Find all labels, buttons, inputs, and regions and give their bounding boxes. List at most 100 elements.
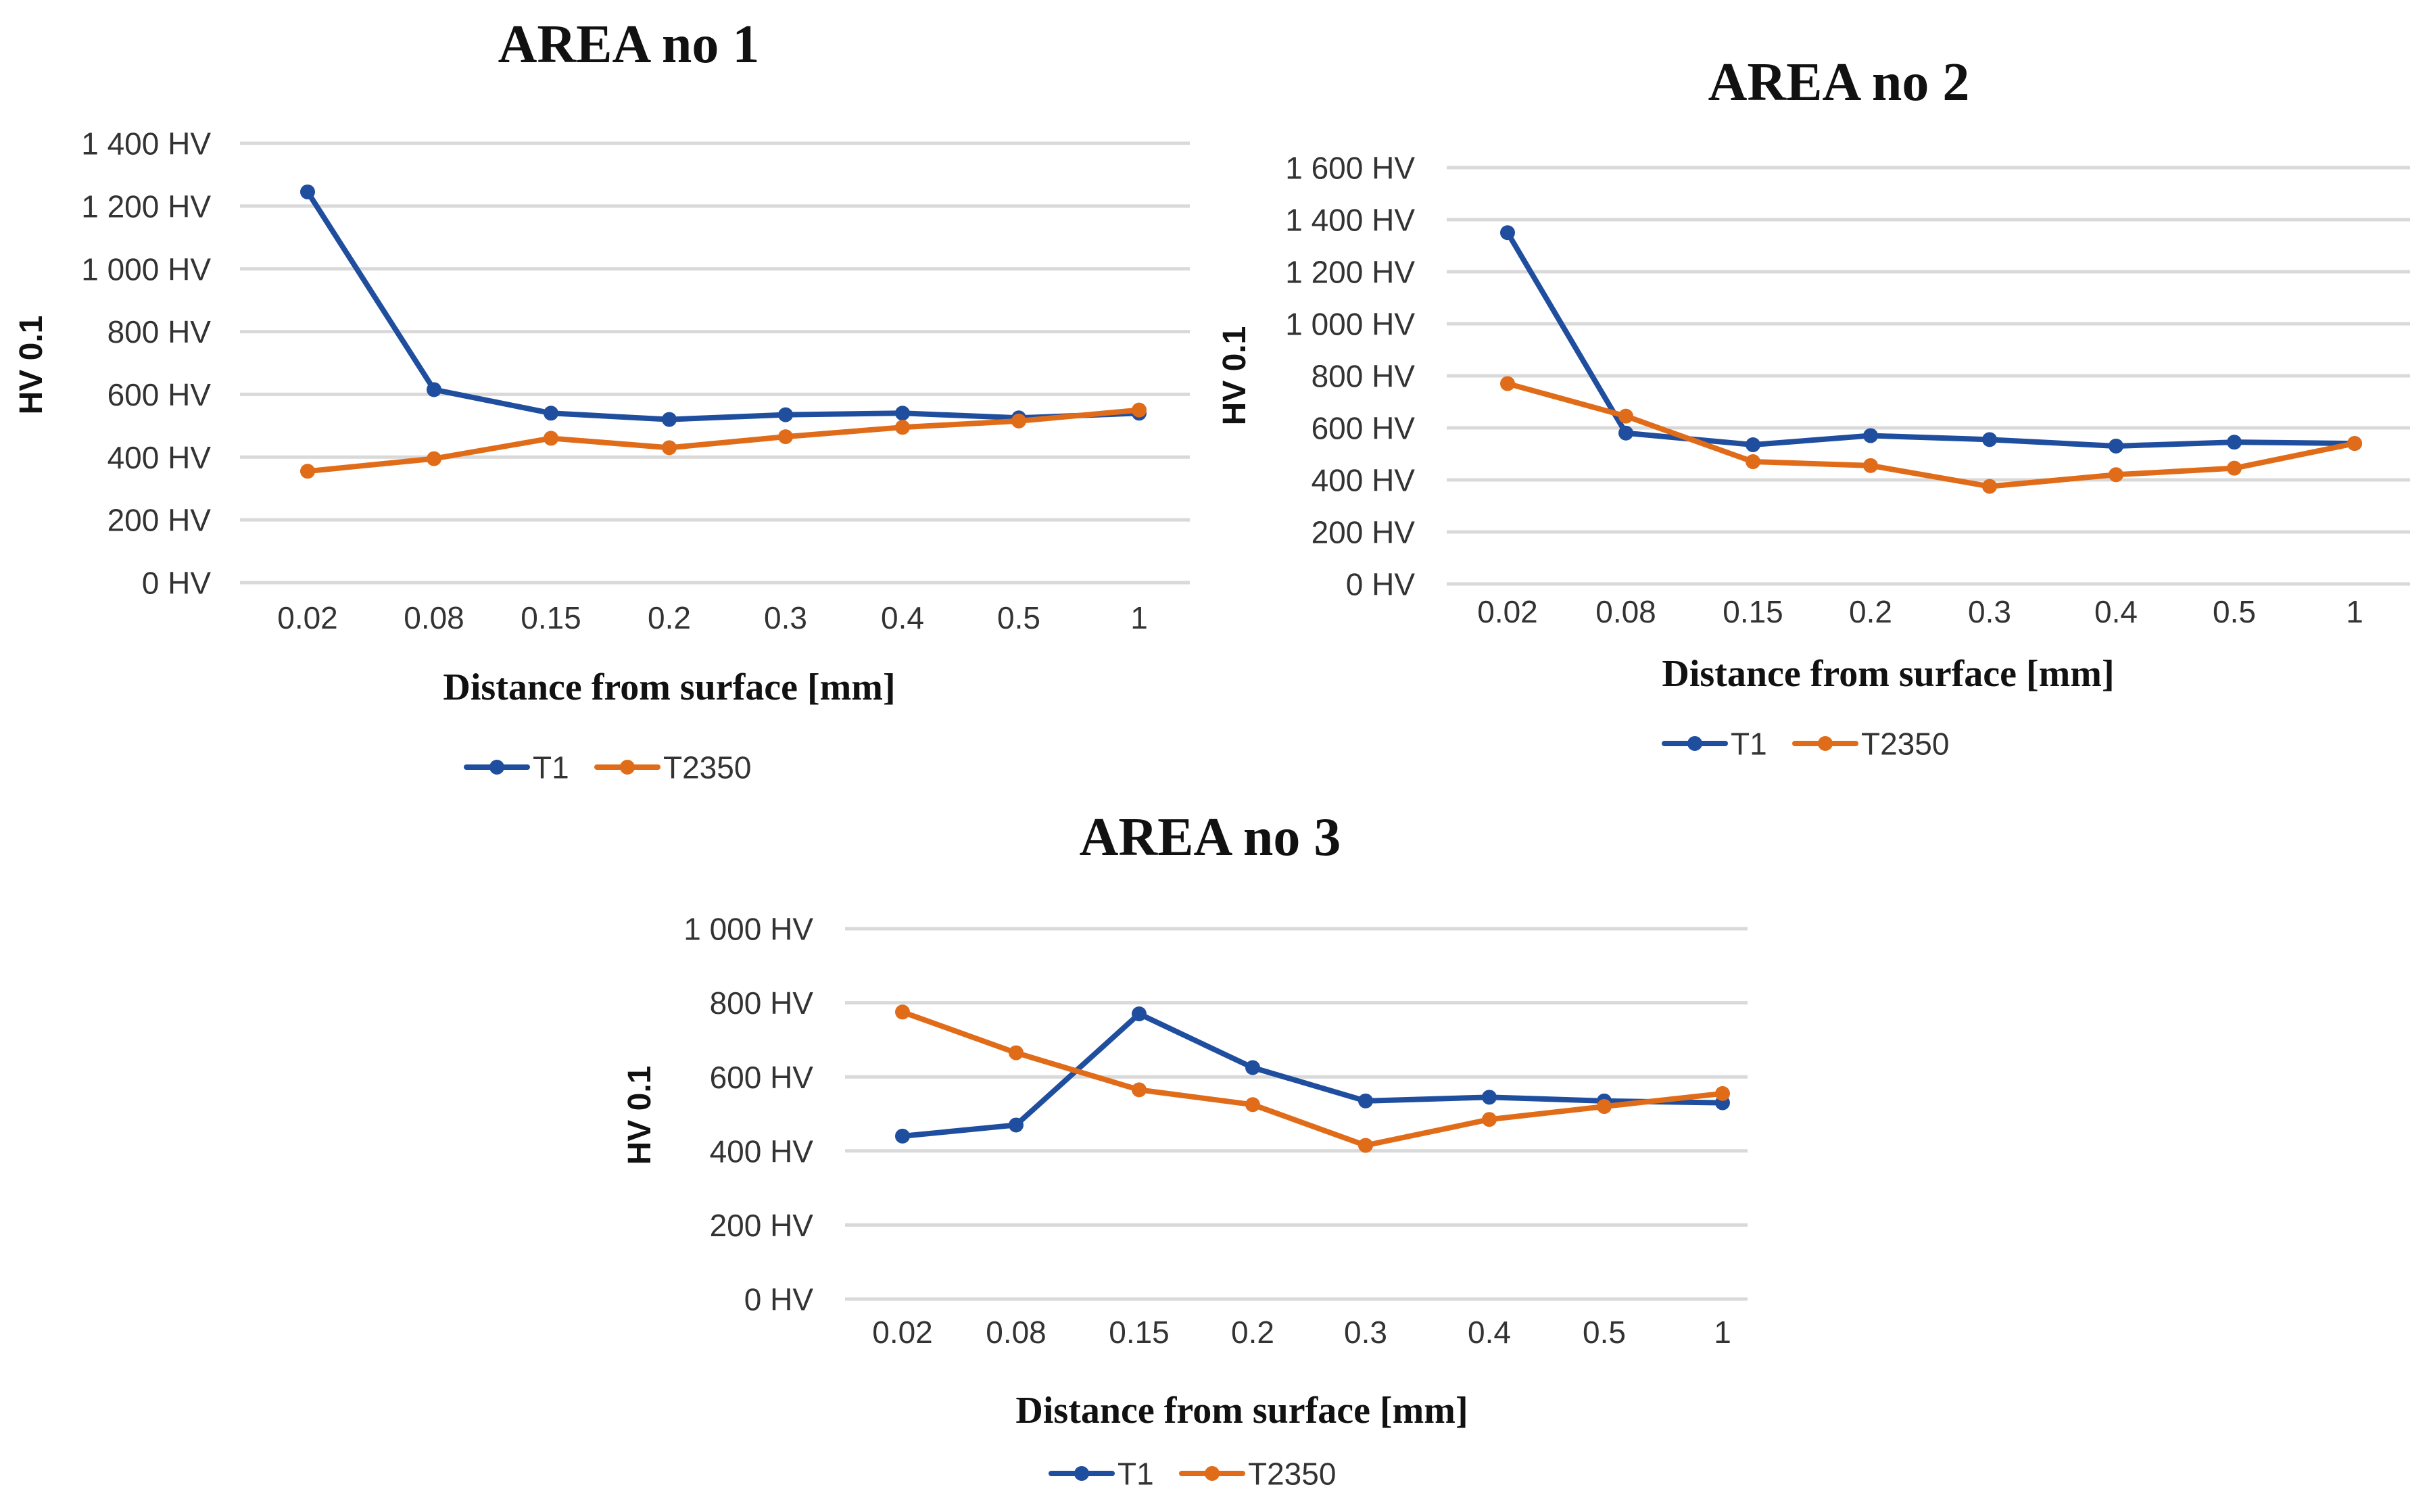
x-tick-label: 0.4 (881, 600, 924, 635)
x-tick-label: 0.15 (521, 600, 581, 635)
data-point-t1 (662, 412, 677, 427)
y-tick-label: 600 HV (1312, 411, 1416, 446)
data-point-t1 (1746, 437, 1760, 453)
y-tick-label: 1 400 HV (81, 126, 211, 162)
x-axis-label: Distance from surface [mm] (1015, 1390, 1468, 1432)
y-tick-label: 1 000 HV (81, 251, 211, 287)
x-tick-label: 0.4 (1468, 1315, 1511, 1350)
x-axis-label: Distance from surface [mm] (443, 666, 895, 708)
data-point-t2350 (1245, 1097, 1260, 1113)
data-point-t1 (1358, 1093, 1373, 1108)
series-line-t1 (305, 189, 1142, 422)
y-tick-label: 600 HV (107, 377, 212, 412)
x-tick-label: 0.02 (277, 600, 338, 635)
legend-label: T2350 (1861, 727, 1949, 762)
x-tick-label: 1 (2346, 594, 2363, 629)
legend-swatch-marker (1818, 736, 1833, 751)
legend-item-t1: T1 (1662, 727, 1767, 762)
x-tick-label: 0.02 (1477, 594, 1538, 629)
data-point-t2350 (1597, 1099, 1612, 1115)
y-axis-label: HV 0.1 (1217, 326, 1253, 426)
x-tick-label: 0.4 (2094, 594, 2138, 629)
x-tick-label: 0.5 (1583, 1315, 1626, 1350)
x-tick-label: 0.02 (872, 1315, 933, 1350)
data-point-t2350 (1863, 458, 1878, 473)
data-point-t2350 (2347, 436, 2362, 452)
data-point-t2350 (662, 440, 677, 456)
legend-item-t2350: T2350 (1792, 727, 1949, 762)
data-point-t2350 (895, 420, 910, 435)
y-tick-label: 0 HV (744, 1282, 814, 1317)
series-line-t1 (1505, 230, 2357, 449)
series-line-t2350 (1505, 381, 2357, 489)
data-point-t2350 (427, 451, 441, 466)
legend-label: T1 (1731, 727, 1767, 762)
series-line-t2350 (900, 1009, 1725, 1148)
legend-swatch-marker (1074, 1466, 1089, 1481)
data-point-t1 (895, 1128, 910, 1144)
legend-item-t2350: T2350 (594, 750, 751, 785)
y-tick-label: 600 HV (710, 1060, 814, 1095)
data-point-t2350 (1500, 376, 1515, 391)
data-point-t1 (427, 382, 441, 397)
y-tick-label: 200 HV (107, 503, 212, 538)
data-point-t2350 (1982, 479, 1997, 494)
y-tick-label: 400 HV (107, 440, 212, 475)
data-point-t2350 (778, 429, 793, 445)
chart-title: AREA no 2 (1708, 53, 1970, 112)
x-tick-label: 0.3 (764, 600, 807, 635)
data-point-t2350 (1482, 1112, 1497, 1127)
data-point-t2350 (1011, 413, 1026, 429)
chart-area-3: AREA no 3 0 HV 200 HV 400 HV 600 HV 800 HV 1 0… (622, 808, 1748, 1492)
y-tick-label: 400 HV (1312, 463, 1416, 498)
legend-item-t2350: T2350 (1179, 1457, 1336, 1492)
data-point-t1 (544, 406, 558, 421)
data-point-t1 (1982, 432, 1997, 447)
x-tick-label: 0.3 (1968, 594, 2011, 629)
x-tick-label: 0.2 (1231, 1315, 1274, 1350)
data-point-t2350 (1132, 1082, 1147, 1098)
y-tick-label: 1 000 HV (683, 912, 813, 947)
data-point-t1 (300, 184, 315, 199)
data-point-t1 (1009, 1117, 1024, 1133)
data-point-t2350 (1746, 454, 1760, 470)
data-point-t2350 (2109, 467, 2123, 483)
data-point-t1 (1500, 225, 1515, 241)
x-tick-label: 1 (1714, 1315, 1731, 1350)
legend-swatch-marker (489, 760, 504, 775)
legend-label: T2350 (663, 750, 751, 785)
x-axis-label: Distance from surface [mm] (1662, 653, 2114, 695)
data-point-t1 (1863, 428, 1878, 443)
data-point-t2350 (1358, 1138, 1373, 1153)
legend-item-t1: T1 (464, 750, 569, 785)
y-tick-label: 1 200 HV (1285, 255, 1415, 290)
data-point-t2350 (895, 1004, 910, 1020)
data-point-t1 (2109, 438, 2123, 454)
data-point-t2350 (544, 431, 558, 446)
series-line-t2350 (305, 407, 1142, 474)
x-tick-label: 0.3 (1344, 1315, 1387, 1350)
chart-title: AREA no 3 (1080, 808, 1341, 867)
data-point-t2350 (2227, 460, 2242, 476)
data-point-t1 (1132, 1006, 1147, 1022)
y-tick-label: 0 HV (142, 566, 212, 601)
y-axis-label: HV 0.1 (14, 316, 49, 415)
data-point-t2350 (1715, 1086, 1730, 1101)
y-tick-label: 1 200 HV (81, 189, 211, 224)
x-tick-label: 1 (1130, 600, 1148, 635)
y-tick-label: 200 HV (710, 1208, 814, 1243)
series-line-t1 (900, 1011, 1725, 1139)
legend-swatch-marker (1687, 736, 1702, 751)
legend-label: T1 (533, 750, 569, 785)
y-axis-label: HV 0.1 (622, 1066, 658, 1165)
x-tick-label: 0.08 (986, 1315, 1047, 1350)
chart-area-2: AREA no 2 0 HV 200 HV 400 HV 600 HV 800 HV 1 0… (1217, 53, 2410, 762)
legend-item-t1: T1 (1049, 1457, 1154, 1492)
data-point-t1 (1618, 425, 1633, 441)
x-tick-label: 0.2 (648, 600, 691, 635)
data-point-t2350 (1618, 408, 1633, 424)
y-tick-label: 400 HV (710, 1133, 814, 1169)
x-tick-label: 0.5 (997, 600, 1040, 635)
legend-swatch-marker (620, 760, 635, 775)
data-point-t2350 (1132, 402, 1147, 418)
